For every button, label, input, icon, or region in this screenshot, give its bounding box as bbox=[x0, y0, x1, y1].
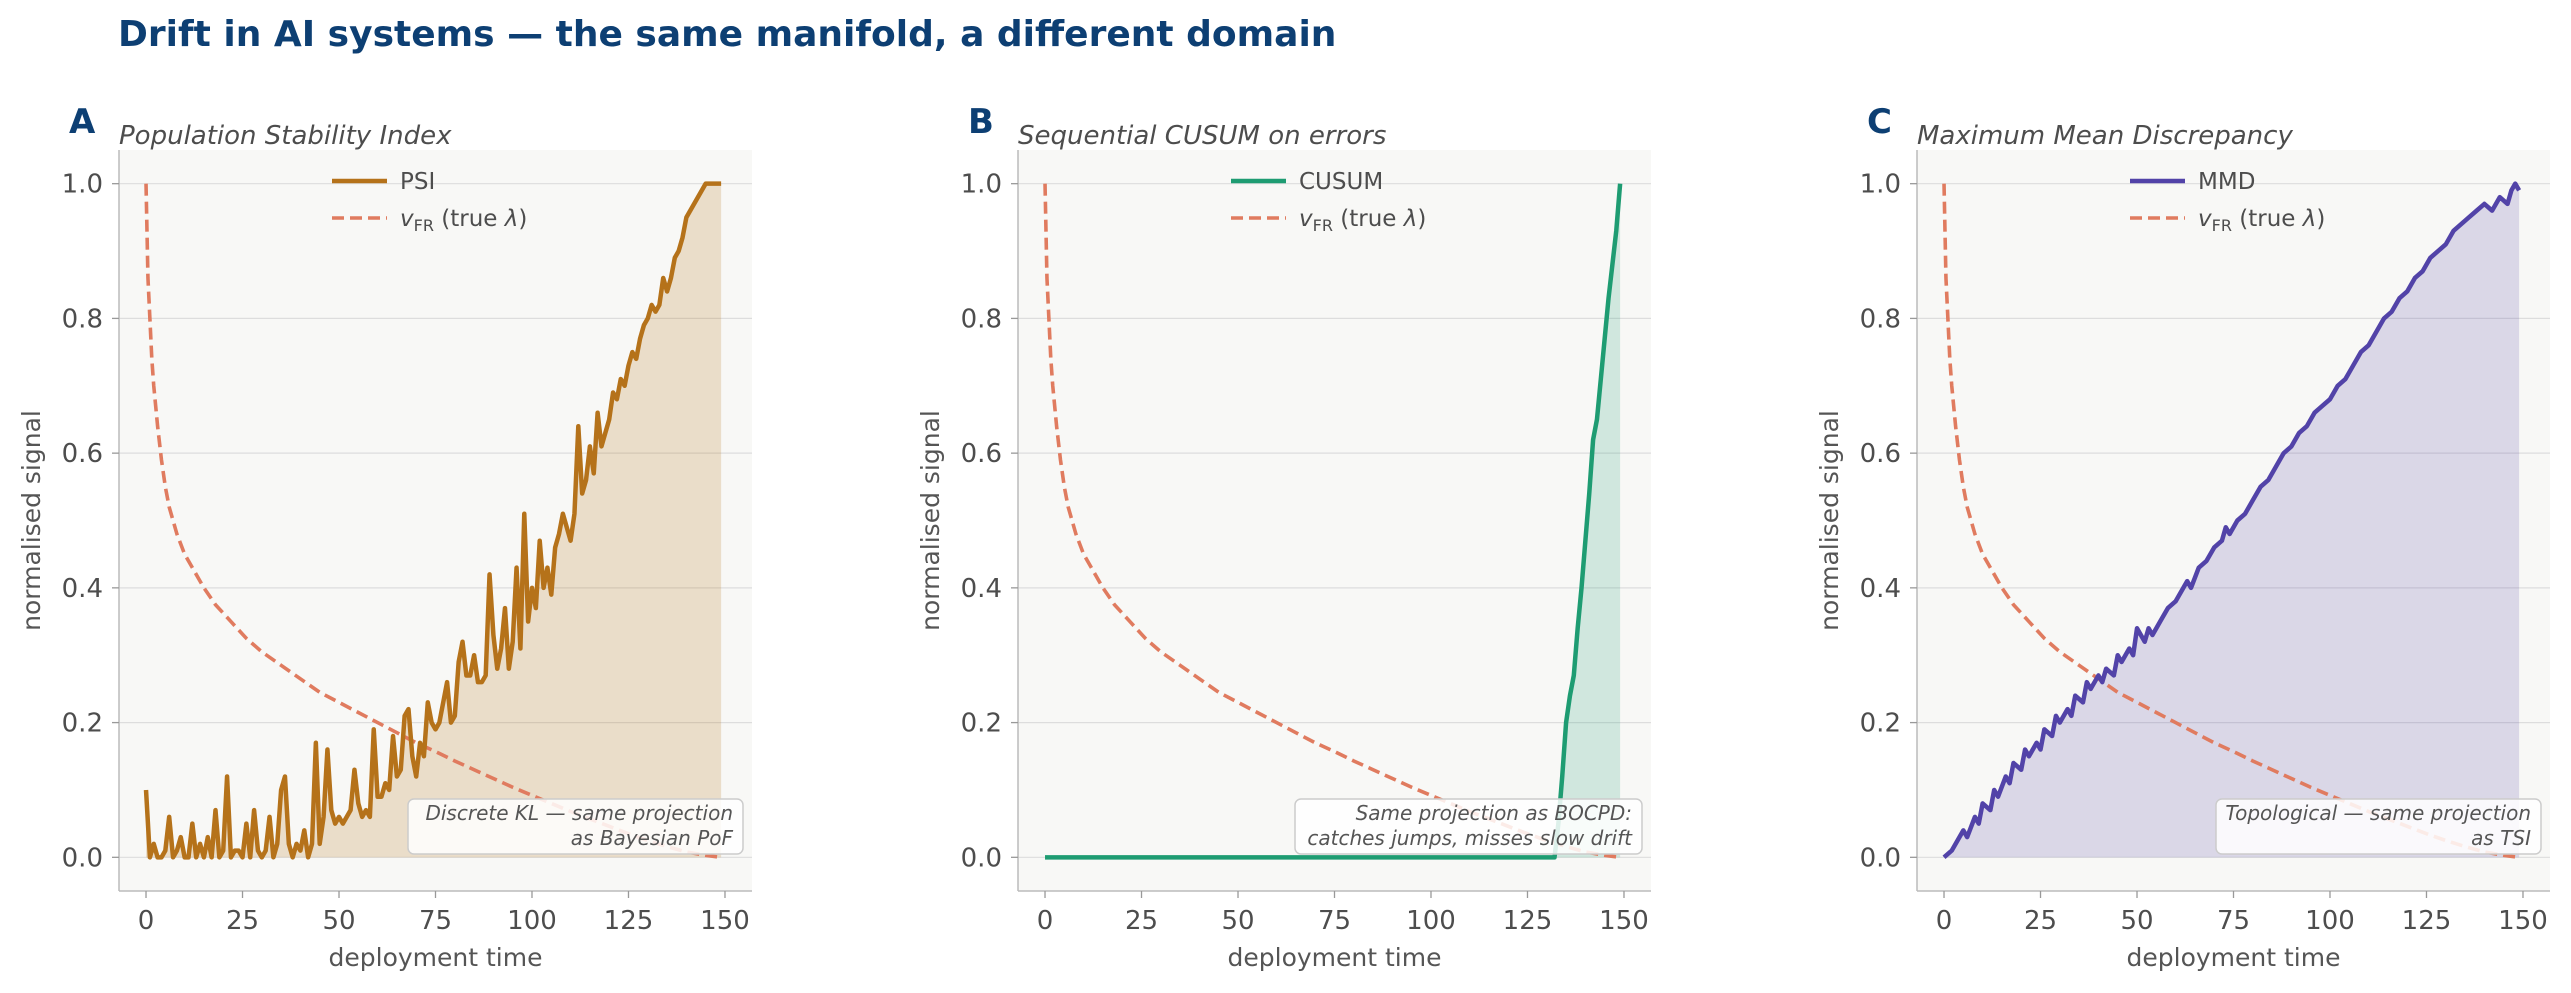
y-tick-label: 0.0 bbox=[1860, 843, 1901, 873]
annotation-frame bbox=[2215, 798, 2542, 855]
legend-label: vFR (true λ) bbox=[1299, 206, 1426, 235]
x-tick-label: 100 bbox=[507, 906, 557, 936]
legend: CUSUM vFR (true λ) bbox=[1231, 169, 1426, 235]
panel-letter: B bbox=[968, 102, 994, 142]
x-axis-label: deployment time bbox=[2127, 943, 2341, 972]
legend-label: MMD bbox=[2198, 169, 2255, 195]
panel-B: 0 25 50 75 100 125 150 0.0 0.2 0.4 0.6 0.8 1.0 deploy… bbox=[916, 102, 1651, 972]
series-line-psi bbox=[143, 181, 722, 860]
panel-title: Maximum Mean Discrepancy bbox=[1917, 121, 2293, 151]
y-tick-label: 0.6 bbox=[1860, 439, 1901, 469]
annotation-line: catches jumps, misses slow drift bbox=[1307, 826, 1633, 850]
plot-background bbox=[119, 150, 752, 891]
panel-letter: C bbox=[1867, 102, 1892, 142]
y-tick-label: 0.2 bbox=[1860, 709, 1901, 739]
y-tick-label: 0.6 bbox=[62, 439, 103, 469]
y-tick-label: 0.8 bbox=[1860, 304, 1901, 334]
x-tick-label: 75 bbox=[2217, 906, 2250, 936]
x-tick-label: 25 bbox=[226, 906, 259, 936]
x-tick-label: 75 bbox=[1318, 906, 1351, 936]
y-tick-label: 0.0 bbox=[62, 843, 103, 873]
annotation-box: Same projection as BOCPD:catches jumps, … bbox=[1294, 798, 1643, 855]
x-tick-label: 100 bbox=[2305, 906, 2355, 936]
y-tick-label: 0.4 bbox=[62, 574, 103, 604]
legend: MMD vFR (true λ) bbox=[2130, 169, 2325, 235]
x-tick-label: 25 bbox=[2024, 906, 2057, 936]
x-tick-label: 150 bbox=[700, 906, 750, 936]
plot-background bbox=[1018, 150, 1651, 891]
x-tick-label: 50 bbox=[322, 906, 355, 936]
x-tick-label: 75 bbox=[419, 906, 452, 936]
legend-label: PSI bbox=[400, 169, 435, 195]
annotation-line: as TSI bbox=[2471, 826, 2531, 850]
x-tick-label: 125 bbox=[604, 906, 654, 936]
x-axis-label: deployment time bbox=[329, 943, 543, 972]
series-area-psi bbox=[146, 183, 722, 858]
x-tick-label: 150 bbox=[1599, 906, 1649, 936]
y-tick-label: 0.2 bbox=[62, 709, 103, 739]
annotation-frame bbox=[1294, 798, 1643, 855]
x-axis-label: deployment time bbox=[1228, 943, 1442, 972]
x-tick-label: 150 bbox=[2498, 906, 2548, 936]
panel-A: 0 25 50 75 100 125 150 0.0 0.2 0.4 0.6 0.8 1.0 deploy… bbox=[17, 102, 752, 972]
y-tick-label: 1.0 bbox=[961, 170, 1002, 200]
y-tick-label: 0.2 bbox=[961, 709, 1002, 739]
annotation-line: as Bayesian PoF bbox=[571, 826, 734, 850]
x-tick-label: 50 bbox=[1221, 906, 1254, 936]
panel-title: Population Stability Index bbox=[119, 121, 452, 151]
x-tick-label: 25 bbox=[1125, 906, 1158, 936]
y-tick-label: 0.8 bbox=[961, 304, 1002, 334]
panel-title: Sequential CUSUM on errors bbox=[1018, 121, 1386, 151]
annotation-line: Discrete KL — same projection bbox=[425, 801, 733, 825]
y-tick-label: 1.0 bbox=[62, 170, 103, 200]
x-tick-label: 0 bbox=[1936, 906, 1953, 936]
legend: PSI vFR (true λ) bbox=[332, 169, 527, 235]
x-tick-label: 0 bbox=[138, 906, 155, 936]
x-tick-label: 50 bbox=[2120, 906, 2153, 936]
annotation-frame bbox=[407, 798, 744, 855]
legend-label: vFR (true λ) bbox=[400, 206, 527, 235]
y-tick-label: 0.4 bbox=[961, 574, 1002, 604]
y-tick-label: 0.8 bbox=[62, 304, 103, 334]
series-line-mmd bbox=[1942, 181, 2522, 860]
figure-title: Drift in AI systems — the same manifold,… bbox=[118, 14, 1336, 55]
x-tick-label: 125 bbox=[1503, 906, 1553, 936]
y-tick-label: 0.6 bbox=[961, 439, 1002, 469]
x-tick-label: 0 bbox=[1037, 906, 1054, 936]
x-tick-label: 100 bbox=[1406, 906, 1456, 936]
y-axis-label: normalised signal bbox=[916, 410, 945, 631]
y-tick-label: 0.0 bbox=[961, 843, 1002, 873]
panel-C: 0 25 50 75 100 125 150 0.0 0.2 0.4 0.6 0.8 1.0 deploy… bbox=[1815, 102, 2550, 972]
legend-label: vFR (true λ) bbox=[2198, 206, 2325, 235]
annotation-line: Same projection as BOCPD: bbox=[1356, 801, 1632, 825]
legend-label: CUSUM bbox=[1299, 169, 1383, 195]
y-axis-label: normalised signal bbox=[1815, 410, 1844, 631]
y-tick-label: 0.4 bbox=[1860, 574, 1901, 604]
annotation-line: Topological — same projection bbox=[2225, 801, 2531, 825]
y-tick-label: 1.0 bbox=[1860, 170, 1901, 200]
y-axis-label: normalised signal bbox=[17, 410, 46, 631]
x-tick-label: 125 bbox=[2402, 906, 2452, 936]
panel-letter: A bbox=[69, 102, 96, 142]
